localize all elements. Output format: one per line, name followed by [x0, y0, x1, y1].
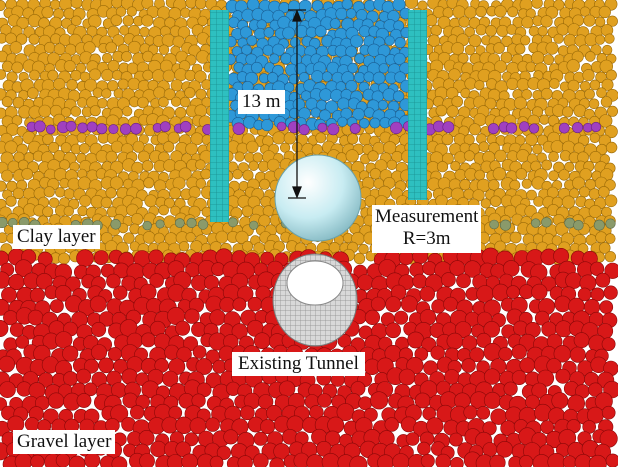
purple-marker-band: [26, 120, 602, 136]
measurement-sphere: [274, 154, 362, 242]
depth-label: 13 m: [238, 90, 285, 114]
measurement-radius: R=3m: [402, 228, 451, 249]
right-retaining-wall: [408, 10, 427, 200]
clay-layer-label: Clay layer: [13, 225, 100, 249]
measurement-title: Measurement: [375, 206, 479, 227]
left-retaining-wall: [210, 10, 229, 222]
gravel-layer-label: Gravel layer: [13, 430, 116, 454]
existing-tunnel: [272, 253, 358, 347]
tunnel-label: Existing Tunnel: [232, 352, 365, 376]
measurement-label: Measurement R=3m: [372, 205, 482, 253]
depth-arrow-icon: [288, 9, 306, 199]
tunnel-opening: [286, 260, 344, 306]
